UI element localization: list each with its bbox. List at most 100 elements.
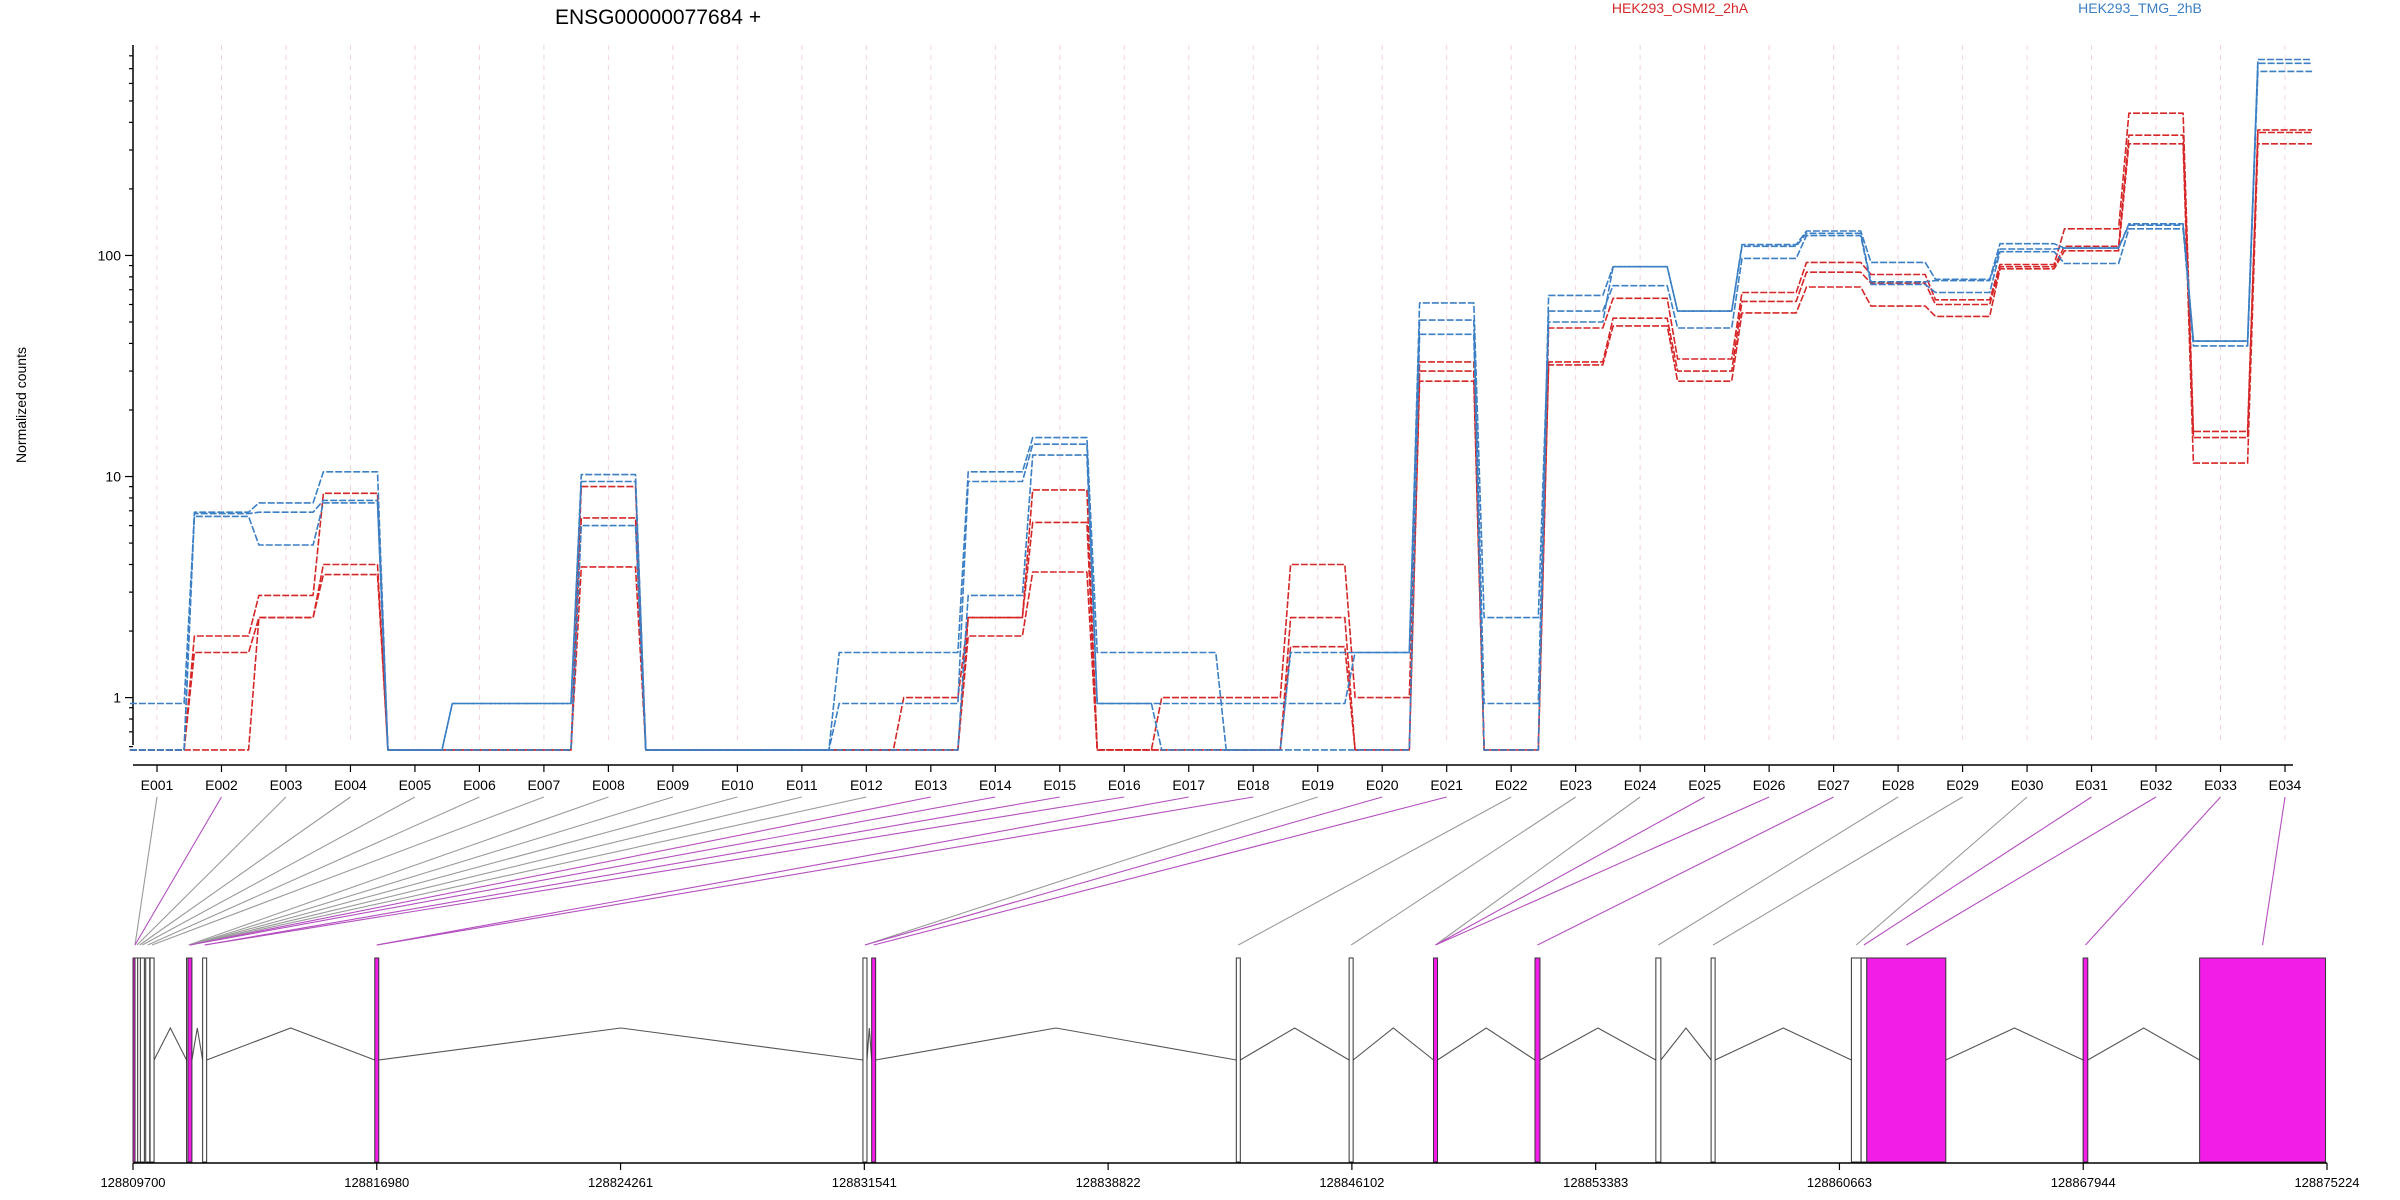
x-tick-label-E029: E029 xyxy=(1946,777,1979,793)
genomic-tick-label: 128838822 xyxy=(1076,1175,1141,1190)
intron-line xyxy=(1352,1027,1434,1061)
intron-line xyxy=(1240,1027,1350,1061)
intron-line xyxy=(1539,1027,1657,1061)
connector-E026 xyxy=(1435,796,1770,946)
genomic-coordinate-axis: 128809700 128816980 128824261 128831541 1288… xyxy=(100,1162,2360,1190)
connector-E003 xyxy=(136,796,287,946)
x-axis: E001 E002 E003 E004 E005 E006 E007 E008 E009 E010… xyxy=(133,764,2302,793)
connector-E014 xyxy=(189,796,996,946)
x-tick-label-E017: E017 xyxy=(1172,777,1205,793)
connector-E010 xyxy=(189,796,738,946)
series-line-5 xyxy=(129,62,2313,751)
exon-connector-lines xyxy=(134,796,2286,946)
exon-block-20 xyxy=(1860,957,1868,1163)
x-tick-label-E027: E027 xyxy=(1817,777,1850,793)
connector-E028 xyxy=(1658,796,1899,946)
x-tick-label-E024: E024 xyxy=(1624,777,1657,793)
exon-block-10 xyxy=(374,957,380,1163)
x-tick-label-E006: E006 xyxy=(463,777,496,793)
connector-E008 xyxy=(188,796,609,946)
connector-E032 xyxy=(1906,796,2157,946)
exon-block-5 xyxy=(145,957,151,1163)
connector-E012 xyxy=(189,796,867,946)
x-tick-label-E009: E009 xyxy=(657,777,690,793)
exon-block-16 xyxy=(1534,957,1541,1163)
y-axis-label: Normalized counts xyxy=(13,347,29,463)
connector-E033 xyxy=(2085,796,2221,946)
vertical-gridlines xyxy=(156,45,2286,745)
intron-line xyxy=(153,1026,188,1061)
connector-E015 xyxy=(204,796,1060,946)
series-line-4 xyxy=(129,70,2313,751)
x-tick-label-E003: E003 xyxy=(270,777,303,793)
exon-block-22 xyxy=(2082,957,2089,1163)
x-tick-label-E001: E001 xyxy=(141,777,174,793)
connector-E018 xyxy=(376,796,1254,946)
intron-line xyxy=(206,1027,375,1061)
y-tick-label: 1 xyxy=(113,690,121,706)
exon-block-17 xyxy=(1655,957,1662,1163)
x-tick-label-E022: E022 xyxy=(1495,777,1528,793)
genomic-tick-label: 128824261 xyxy=(588,1175,653,1190)
connector-E029 xyxy=(1712,796,1963,946)
chart-title: ENSG00000077684 + xyxy=(555,6,761,29)
connector-E001 xyxy=(134,796,158,946)
connector-E005 xyxy=(142,796,416,946)
exon-block-11 xyxy=(862,957,868,1163)
x-tick-label-E025: E025 xyxy=(1688,777,1721,793)
genomic-tick-label: 128846102 xyxy=(1319,1175,1384,1190)
x-tick-label-E028: E028 xyxy=(1882,777,1915,793)
connector-E016 xyxy=(204,796,1125,946)
x-tick-label-E033: E033 xyxy=(2204,777,2237,793)
connector-E007 xyxy=(151,796,545,946)
x-tick-label-E005: E005 xyxy=(399,777,432,793)
genomic-tick-label: 128816980 xyxy=(344,1175,409,1190)
connector-E031 xyxy=(1863,796,2092,946)
connector-E023 xyxy=(1350,796,1576,946)
genomic-tick-label: 128809700 xyxy=(100,1175,165,1190)
connector-E021 xyxy=(873,796,1447,946)
intron-line xyxy=(191,1027,204,1061)
series-line-1 xyxy=(129,143,2313,751)
intron-line xyxy=(1714,1027,1852,1061)
genomic-tick-label: 128831541 xyxy=(832,1175,897,1190)
connector-E030 xyxy=(1855,796,2028,946)
exon-block-14 xyxy=(1348,957,1354,1163)
exon-block-13 xyxy=(1235,957,1241,1163)
genomic-tick-label: 128875224 xyxy=(2294,1175,2359,1190)
y-tick-label: 10 xyxy=(105,469,121,485)
intron-line xyxy=(378,1027,864,1061)
x-tick-label-E012: E012 xyxy=(850,777,883,793)
x-tick-label-E032: E032 xyxy=(2140,777,2173,793)
x-tick-label-E020: E020 xyxy=(1366,777,1399,793)
x-tick-label-E014: E014 xyxy=(979,777,1012,793)
exon-block-6 xyxy=(149,957,155,1163)
intron-line xyxy=(1437,1027,1536,1061)
x-tick-label-E021: E021 xyxy=(1430,777,1463,793)
connector-E019 xyxy=(864,796,1318,946)
connector-E022 xyxy=(1238,796,1512,946)
connector-E009 xyxy=(189,796,674,946)
connector-E002 xyxy=(134,796,222,946)
series-line-6 xyxy=(129,58,2313,751)
connector-E017 xyxy=(376,796,1189,946)
gene-model xyxy=(132,957,2327,1163)
x-tick-label-E030: E030 xyxy=(2011,777,2044,793)
intron-line xyxy=(866,1027,873,1061)
x-tick-label-E013: E013 xyxy=(914,777,947,793)
connector-E034 xyxy=(2262,796,2286,946)
x-tick-label-E011: E011 xyxy=(786,777,818,793)
x-tick-label-E018: E018 xyxy=(1237,777,1270,793)
x-tick-label-E002: E002 xyxy=(205,777,238,793)
exon-block-12 xyxy=(871,957,877,1163)
legend-label-osmi2: HEK293_OSMI2_2hA xyxy=(1612,0,1749,16)
exon-block-21 xyxy=(1866,957,1947,1163)
x-tick-label-E019: E019 xyxy=(1301,777,1334,793)
x-tick-label-E026: E026 xyxy=(1753,777,1786,793)
y-axis: 1 10 100 xyxy=(98,45,134,748)
connector-E004 xyxy=(139,796,351,946)
connector-E020 xyxy=(864,796,1383,946)
legend-label-tmg: HEK293_TMG_2hB xyxy=(2078,0,2202,16)
x-tick-label-E004: E004 xyxy=(334,777,367,793)
